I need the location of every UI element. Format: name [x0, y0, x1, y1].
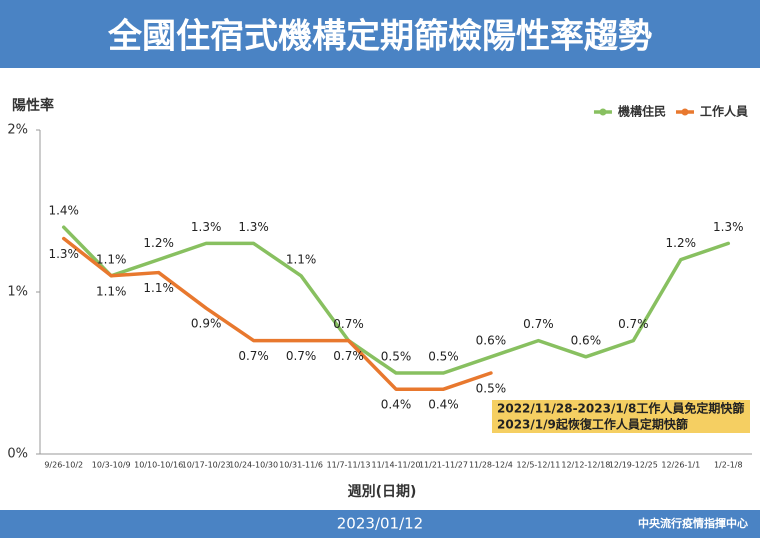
data-label: 0.6%: [571, 333, 602, 347]
data-label: 1.3%: [48, 247, 79, 261]
x-tick-label: 10/17-10/23: [182, 461, 231, 470]
data-label: 1.3%: [191, 220, 222, 234]
legend-marker: [681, 108, 689, 116]
footer-source: 中央流行疫情指揮中心: [638, 516, 748, 530]
data-label: 0.5%: [476, 382, 507, 396]
data-label: 0.6%: [476, 333, 507, 347]
data-label: 1.1%: [143, 281, 174, 295]
series-line: [61, 225, 731, 375]
x-tick-label: 10/31-11/6: [279, 461, 323, 470]
data-label: 1.2%: [143, 236, 174, 250]
x-tick-label: 12/19-12/25: [609, 461, 658, 470]
data-label: 1.3%: [713, 220, 744, 234]
annotation: 2023/1/9起恢復工作人員定期快篩: [497, 417, 688, 432]
y-tick-label: 0%: [7, 447, 28, 462]
x-axis-label: 週別(日期): [348, 484, 417, 500]
data-label: 0.7%: [333, 349, 364, 363]
x-tick-label: 12/5-12/11: [516, 461, 560, 470]
data-label: 0.7%: [238, 349, 269, 363]
data-label: 0.5%: [428, 350, 459, 364]
x-tick-label: 11/21-11/27: [419, 461, 468, 470]
data-label: 0.7%: [523, 317, 554, 331]
header-band: [0, 0, 760, 68]
annotation: 2022/11/28-2023/1/8工作人員免定期快篩: [497, 401, 744, 416]
x-tick-label: 11/7-11/13: [327, 461, 371, 470]
x-tick-label: 11/28-12/4: [469, 461, 513, 470]
y-tick-label: 1%: [7, 285, 28, 300]
series-line: [61, 236, 493, 391]
x-tick-label: 10/24-10/30: [229, 461, 278, 470]
data-label: 1.1%: [286, 252, 317, 266]
data-label: 0.7%: [286, 349, 317, 363]
data-label: 1.1%: [96, 252, 127, 266]
x-tick-label: 10/10-10/16: [134, 461, 183, 470]
y-tick-label: 2%: [7, 123, 28, 138]
data-label: 0.4%: [381, 398, 412, 412]
y-axis-label: 陽性率: [12, 97, 54, 114]
footer-date: 2023/01/12: [337, 515, 423, 533]
data-label: 0.4%: [428, 398, 459, 412]
data-label: 1.1%: [96, 284, 127, 298]
x-tick-label: 12/12-12/18: [561, 461, 610, 470]
x-tick-label: 1/2-1/8: [714, 461, 743, 470]
legend-label: 工作人員: [700, 104, 748, 119]
annotation-box: [492, 400, 750, 433]
data-label: 0.5%: [381, 350, 412, 364]
footer-band: [0, 510, 760, 538]
x-tick-label: 9/26-10/2: [44, 461, 83, 470]
data-label: 1.4%: [48, 204, 79, 218]
data-label: 0.7%: [333, 317, 364, 331]
data-label: 0.7%: [618, 317, 649, 331]
x-tick-label: 12/26-1/1: [661, 461, 700, 470]
data-label: 1.3%: [238, 220, 269, 234]
x-tick-label: 10/3-10/9: [92, 461, 131, 470]
data-label: 0.9%: [191, 317, 222, 331]
chart-title: 全國住宿式機構定期篩檢陽性率趨勢: [107, 17, 652, 57]
legend-label: 機構住民: [618, 104, 666, 119]
legend-marker: [599, 108, 607, 116]
data-label: 1.2%: [666, 236, 697, 250]
x-tick-label: 11/14-11/20: [372, 461, 421, 470]
